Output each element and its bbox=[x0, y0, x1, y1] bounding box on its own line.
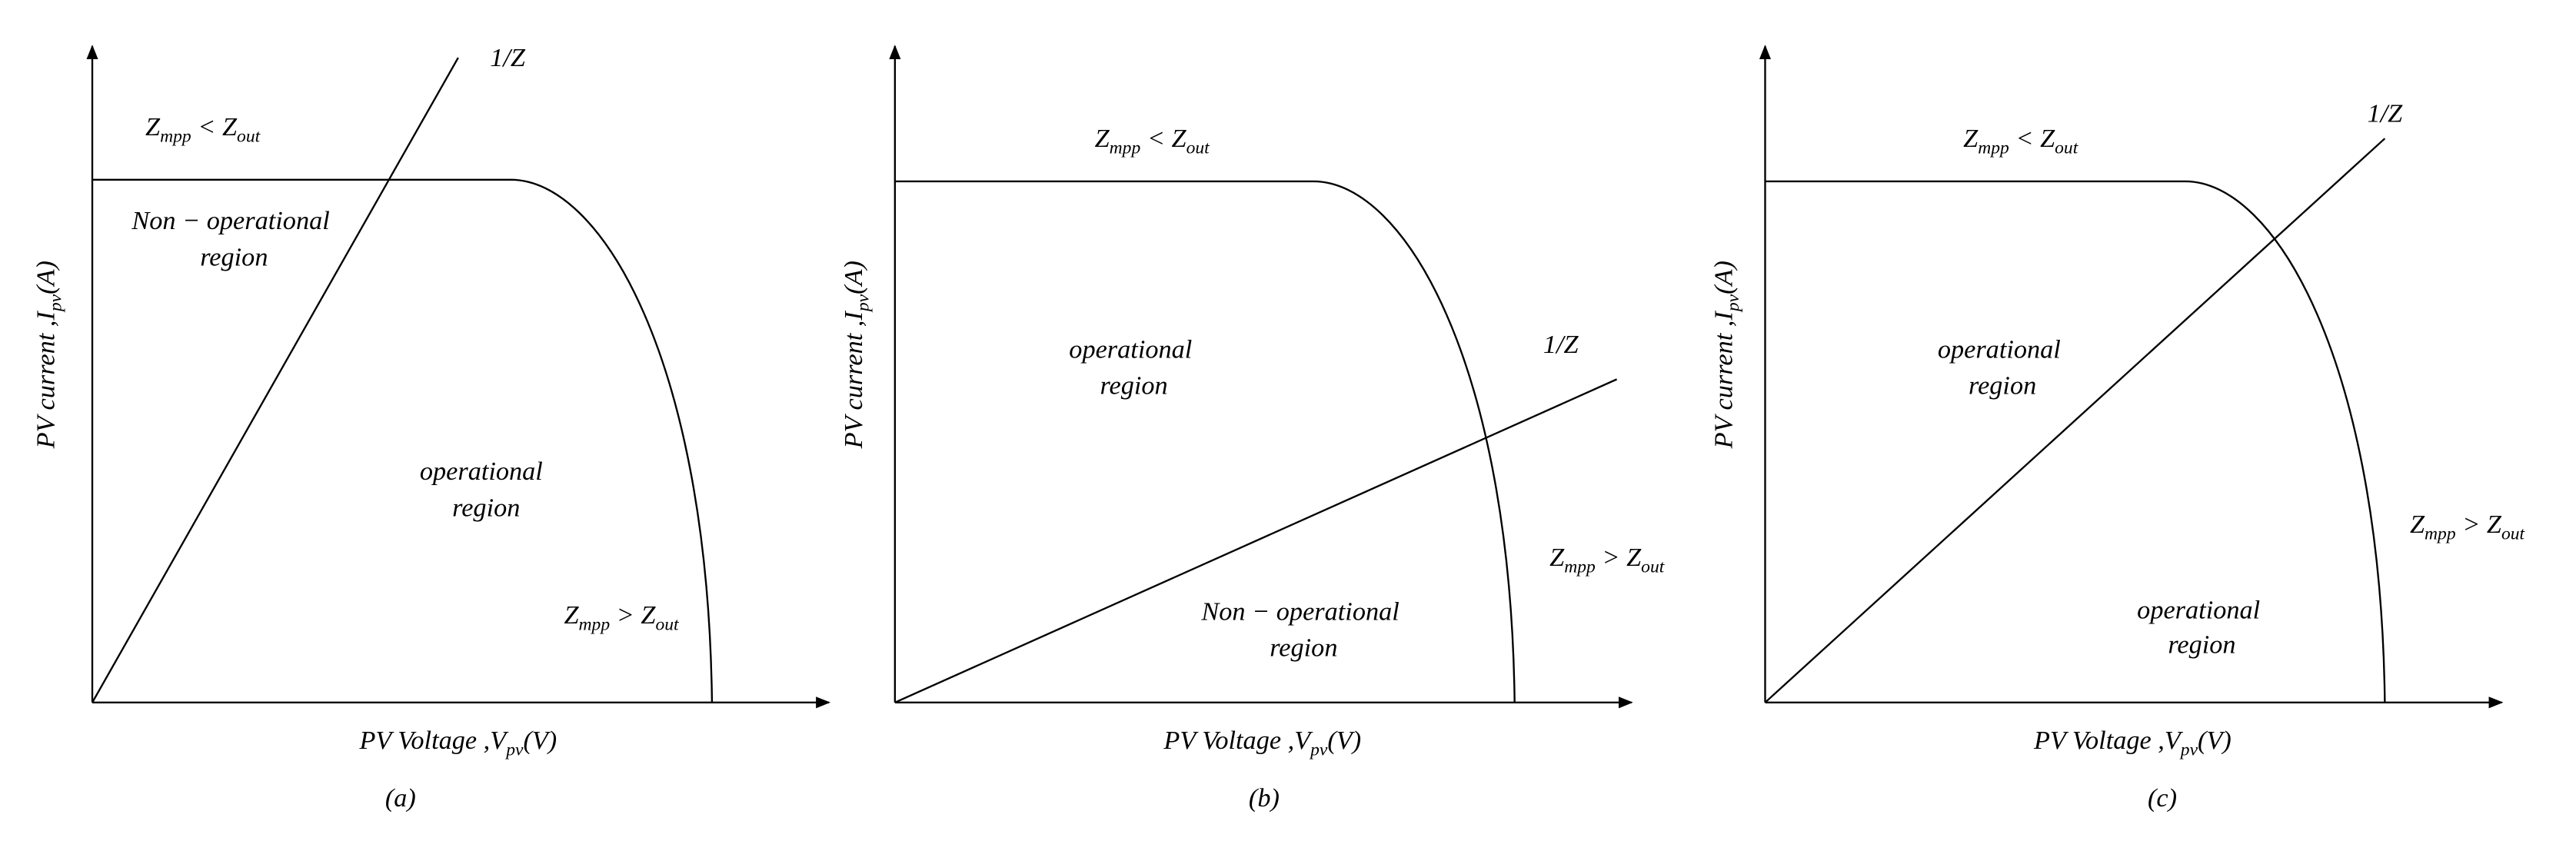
text-segment: (A) bbox=[1709, 261, 1739, 294]
subscript: out bbox=[2055, 138, 2079, 158]
text-segment: PV current ,I bbox=[839, 311, 868, 450]
region-label: Non − operational bbox=[131, 206, 329, 235]
y-axis-label: PV current ,Ipv(A) bbox=[32, 261, 66, 449]
subscript: pv bbox=[45, 294, 65, 313]
iv-curve bbox=[92, 178, 714, 703]
panel-caption: (c) bbox=[2148, 783, 2177, 813]
text-segment: PV Voltage ,V bbox=[1163, 726, 1313, 755]
subscript: mpp bbox=[1564, 557, 1596, 577]
text-segment: Z bbox=[1963, 124, 1979, 153]
region-label: Zmpp < Zout bbox=[1095, 124, 1211, 158]
region-label: region bbox=[200, 242, 268, 271]
text-segment: < Z bbox=[191, 112, 238, 141]
text-segment: region bbox=[1270, 633, 1337, 663]
y-axis-label: PV current ,Ipv(A) bbox=[1709, 261, 1744, 449]
load-line bbox=[1764, 138, 2386, 703]
text-segment: Z bbox=[145, 112, 161, 141]
text-segment: < Z bbox=[2009, 124, 2055, 153]
text-segment: > Z bbox=[2456, 510, 2502, 539]
text-segment: region bbox=[452, 493, 520, 522]
text-segment: Z bbox=[1095, 124, 1110, 153]
text-segment: (A) bbox=[839, 261, 868, 294]
region-label: Zmpp < Zout bbox=[1963, 124, 2079, 158]
text-segment: PV current ,I bbox=[32, 311, 61, 450]
region-label: region bbox=[1969, 371, 2036, 401]
text-segment: region bbox=[1100, 371, 1167, 401]
region-label: region bbox=[452, 493, 520, 522]
subscript: pv bbox=[504, 740, 524, 760]
subscript: out bbox=[1186, 138, 1211, 158]
subscript: mpp bbox=[1978, 138, 2009, 158]
y-axis-label: PV current ,Ipv(A) bbox=[839, 261, 874, 449]
text-segment: Z bbox=[564, 600, 579, 630]
text-segment: PV Voltage ,V bbox=[358, 726, 509, 755]
load-line bbox=[894, 378, 1618, 703]
region-label: 1/Z bbox=[2368, 99, 2404, 128]
panel-caption: (a) bbox=[385, 783, 416, 813]
subscript: mpp bbox=[160, 126, 191, 146]
region-label: operational bbox=[420, 457, 543, 486]
text-segment: region bbox=[2168, 630, 2235, 659]
iv-curve bbox=[1765, 180, 2386, 703]
x-axis-label: PV Voltage ,Vpv(V) bbox=[2033, 726, 2232, 760]
text-segment: 1/Z bbox=[490, 43, 526, 72]
region-label: Zmpp > Zout bbox=[1549, 543, 1666, 577]
region-label: Zmpp > Zout bbox=[564, 600, 680, 635]
text-segment: (A) bbox=[32, 261, 61, 294]
subscript: out bbox=[2501, 524, 2526, 543]
subscript: out bbox=[1641, 557, 1666, 577]
text-segment: Z bbox=[2410, 510, 2425, 539]
text-segment: (V) bbox=[1327, 726, 1361, 755]
subscript: out bbox=[237, 126, 261, 146]
text-segment: 1/Z bbox=[2368, 99, 2404, 128]
text-segment: region bbox=[1969, 371, 2036, 401]
region-label: region bbox=[1100, 371, 1167, 401]
subscript: pv bbox=[1309, 740, 1328, 760]
x-axis-label: PV Voltage ,Vpv(V) bbox=[1163, 726, 1361, 760]
region-label: 1/Z bbox=[490, 43, 526, 72]
subscript: mpp bbox=[1110, 138, 1141, 158]
text-segment: PV Voltage ,V bbox=[2033, 726, 2184, 755]
subscript: mpp bbox=[2425, 524, 2456, 543]
subscript: mpp bbox=[579, 614, 611, 634]
load-line bbox=[92, 57, 459, 703]
region-label: region bbox=[1270, 633, 1337, 663]
text-segment: operational bbox=[1938, 334, 2061, 364]
text-segment: (V) bbox=[523, 726, 557, 755]
region-label: operational bbox=[1938, 334, 2061, 364]
subscript: pv bbox=[2179, 740, 2198, 760]
region-label: Zmpp < Zout bbox=[145, 112, 261, 147]
text-segment: Non − operational bbox=[131, 206, 329, 235]
region-label: 1/Z bbox=[1543, 330, 1579, 359]
region-label: region bbox=[2168, 630, 2235, 659]
iv-curve bbox=[894, 180, 1516, 703]
text-segment: > Z bbox=[610, 600, 656, 630]
region-label: Non − operational bbox=[1200, 597, 1399, 627]
subscript: pv bbox=[854, 294, 874, 313]
panel-caption: (b) bbox=[1249, 783, 1280, 813]
text-segment: PV current ,I bbox=[1709, 311, 1739, 450]
subscript: out bbox=[655, 614, 680, 634]
text-segment: > Z bbox=[1596, 543, 1642, 572]
region-label: operational bbox=[2137, 595, 2260, 624]
text-segment: region bbox=[200, 242, 268, 271]
region-label: operational bbox=[1069, 334, 1192, 364]
region-label: Zmpp > Zout bbox=[2410, 510, 2526, 544]
text-segment: 1/Z bbox=[1543, 330, 1579, 359]
text-segment: operational bbox=[2137, 595, 2260, 624]
text-segment: < Z bbox=[1140, 124, 1186, 153]
text-segment: Z bbox=[1549, 543, 1565, 572]
subscript: pv bbox=[1723, 294, 1743, 313]
text-segment: (V) bbox=[2198, 726, 2232, 755]
text-segment: operational bbox=[1069, 334, 1192, 364]
x-axis-label: PV Voltage ,Vpv(V) bbox=[358, 726, 557, 760]
text-segment: operational bbox=[420, 457, 543, 486]
text-segment: Non − operational bbox=[1200, 597, 1399, 627]
